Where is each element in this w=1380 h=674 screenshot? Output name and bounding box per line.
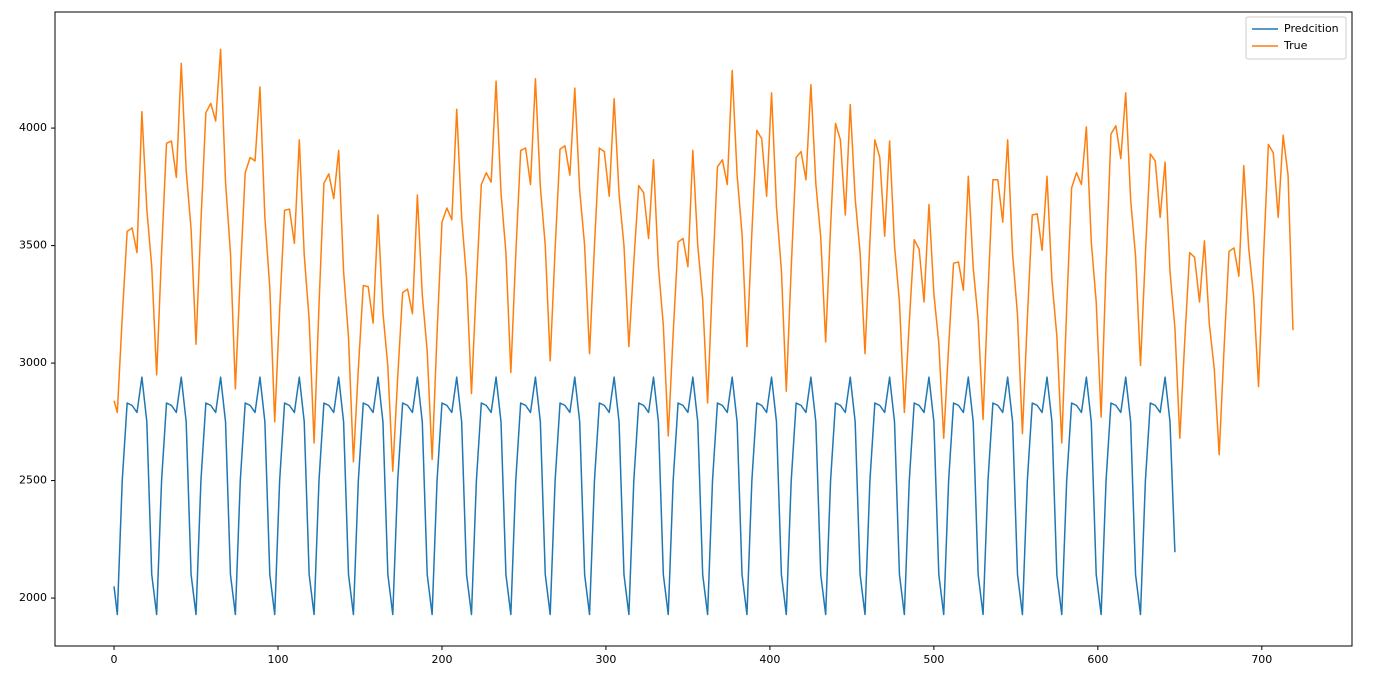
x-tick-label: 100 [267, 653, 288, 666]
x-tick-label: 200 [431, 653, 452, 666]
y-tick-label: 3000 [19, 356, 47, 369]
x-tick-label: 500 [923, 653, 944, 666]
y-tick-label: 3500 [19, 239, 47, 252]
x-tick-label: 700 [1251, 653, 1272, 666]
plot-frame [54, 11, 1353, 647]
x-tick-label: 600 [1087, 653, 1108, 666]
line-series [113, 376, 1176, 616]
line-series [113, 48, 1294, 472]
y-tick-label: 2000 [19, 591, 47, 604]
x-tick-label: 300 [595, 653, 616, 666]
legend-label: Predcition [1284, 22, 1339, 35]
y-tick-label: 2500 [19, 474, 47, 487]
legend-label: True [1283, 39, 1308, 52]
x-tick-label: 0 [111, 653, 118, 666]
legend-box [1245, 16, 1347, 60]
x-tick-label: 400 [759, 653, 780, 666]
y-tick-label: 4000 [19, 121, 47, 134]
